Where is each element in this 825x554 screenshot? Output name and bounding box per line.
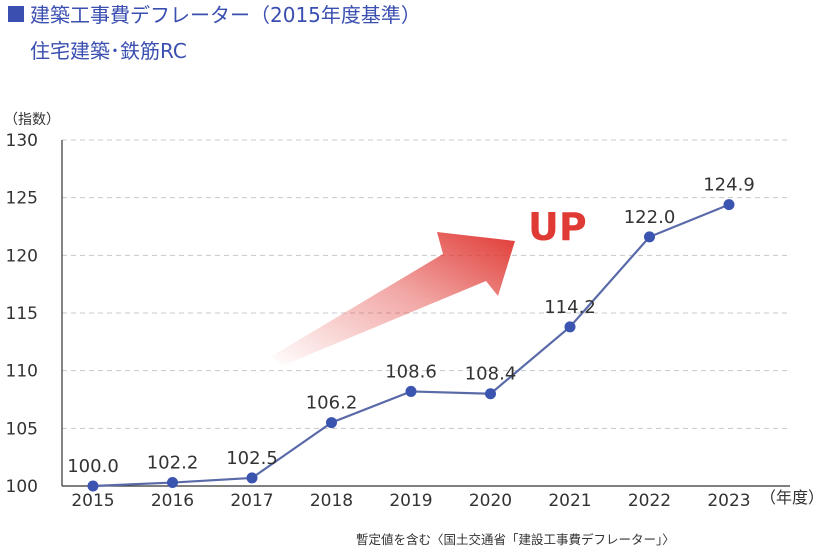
data-label: 114.2 <box>544 297 596 318</box>
x-tick-label: 2019 <box>389 491 432 511</box>
x-tick-label: 2022 <box>628 491 671 511</box>
data-label: 106.2 <box>306 393 358 414</box>
y-tick-label: 120 <box>6 246 38 266</box>
x-tick-label: 2016 <box>151 491 194 511</box>
chart-title: 建築工事費デフレーター（2015年度基準） <box>30 3 421 27</box>
chart-subtitle: 住宅建築･鉄筋RC <box>30 39 187 63</box>
data-point <box>167 477 178 489</box>
data-point <box>246 472 258 484</box>
data-label: 122.0 <box>624 207 676 228</box>
y-tick-label: 100 <box>6 477 38 497</box>
x-tick-label: 2021 <box>548 491 591 511</box>
y-tick-label: 115 <box>6 304 38 324</box>
data-label: 100.0 <box>67 456 119 477</box>
x-tick-label: 2015 <box>71 491 114 511</box>
data-label: 108.6 <box>385 361 437 382</box>
data-label: 108.4 <box>465 364 517 385</box>
y-tick-label: 130 <box>6 131 38 151</box>
data-point <box>644 231 655 243</box>
x-tick-label: 2018 <box>310 491 353 511</box>
y-tick-label: 105 <box>6 419 38 439</box>
y-axis-title: （指数） <box>4 112 60 128</box>
data-label: 124.9 <box>703 175 755 196</box>
data-point <box>87 480 99 492</box>
up-arrow-icon <box>272 232 515 366</box>
data-label: 102.2 <box>147 453 199 474</box>
data-point <box>405 385 417 397</box>
source-note: 暫定値を含む〈国土交通省「建設工事費デフレーター」〉 <box>356 532 675 547</box>
x-tick-label: 2020 <box>469 491 512 511</box>
data-point <box>723 199 735 211</box>
y-tick-label: 125 <box>6 189 38 209</box>
x-tick-labels: 2015 2016 2017 2018 2019 2020 2021 2022 2023 <box>71 491 750 511</box>
series-group <box>87 199 735 492</box>
data-point <box>326 417 337 429</box>
x-tick-label: 2023 <box>707 491 750 511</box>
grid-lines <box>62 139 790 429</box>
x-axis-title: （年度） <box>760 488 824 507</box>
x-tick-label: 2017 <box>230 491 273 511</box>
y-tick-label: 110 <box>6 362 38 382</box>
data-labels: 100.0 102.2 102.5 106.2 108.6 108.4 114.2 122.0… <box>67 175 755 477</box>
title-mark <box>8 6 24 22</box>
data-label: 102.5 <box>226 448 278 469</box>
data-point <box>564 321 576 333</box>
series-line <box>92 203 730 488</box>
y-tick-labels: 100 105 110 115 120 125 130 <box>6 131 38 497</box>
data-point <box>485 388 496 400</box>
up-annotation: UP <box>528 205 587 249</box>
